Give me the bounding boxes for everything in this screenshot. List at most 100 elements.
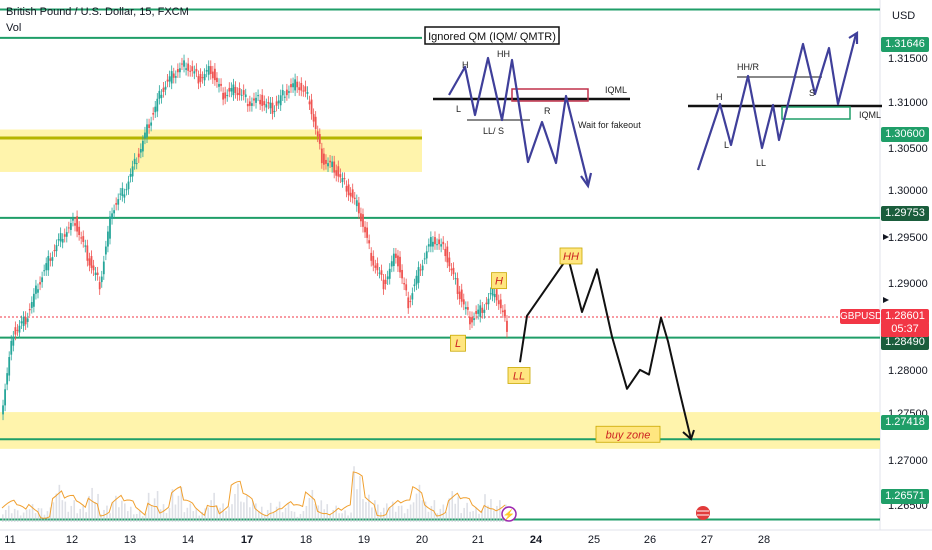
candle-body xyxy=(203,73,206,81)
candle-body xyxy=(96,272,99,275)
candle-body xyxy=(166,79,169,82)
volume-bar xyxy=(302,511,305,522)
volume-bar xyxy=(323,509,326,522)
candle-body xyxy=(296,81,299,88)
candle-body xyxy=(399,256,401,273)
candle-body xyxy=(394,253,397,258)
candle-body xyxy=(366,227,369,238)
volume-bar xyxy=(391,501,394,522)
candle-body xyxy=(209,66,212,74)
candle-body xyxy=(74,223,76,226)
qm-label: HH xyxy=(497,49,510,59)
candle-body xyxy=(238,88,241,95)
volume-bar xyxy=(394,511,397,522)
candle-body xyxy=(141,140,144,152)
volume-bar xyxy=(299,513,302,522)
volume-indicator-label[interactable]: Vol xyxy=(6,22,22,34)
x-tick-label: 18 xyxy=(300,534,312,546)
candle-body xyxy=(135,163,138,165)
candle-body xyxy=(224,92,227,99)
volume-bar xyxy=(34,513,37,522)
volume-bar xyxy=(305,505,308,522)
candle-body xyxy=(382,279,385,290)
volume-bar xyxy=(442,504,445,522)
currency-label[interactable]: USD xyxy=(892,10,916,22)
candle-body xyxy=(347,184,350,196)
candle-body xyxy=(506,320,508,332)
volume-group xyxy=(1,466,507,522)
candle-body xyxy=(205,70,208,72)
candle-body xyxy=(357,202,360,214)
candle-body xyxy=(242,90,245,95)
chart-title: British Pound / U.S. Dollar, 15, FXCM xyxy=(6,6,189,18)
candle-body xyxy=(170,71,173,84)
volume-bar xyxy=(174,504,177,522)
volume-bar xyxy=(278,501,281,522)
candle-body xyxy=(20,321,23,324)
volume-bar xyxy=(281,512,284,522)
volume-bar xyxy=(13,508,16,522)
candle-body xyxy=(133,158,136,165)
volume-bar xyxy=(257,511,260,522)
candle-body xyxy=(318,134,321,144)
volume-bar xyxy=(418,484,421,522)
candle-body xyxy=(222,92,225,100)
candle-body xyxy=(183,60,185,67)
candle-body xyxy=(471,317,473,323)
candle-body xyxy=(2,405,4,415)
level-badge: 1.27418 xyxy=(881,415,929,430)
candle-body xyxy=(154,106,157,113)
candle-body xyxy=(444,248,447,257)
volume-bar xyxy=(25,509,28,522)
candle-body xyxy=(419,269,422,271)
candle-body xyxy=(158,90,161,99)
volume-bar xyxy=(207,507,209,522)
candle-body xyxy=(353,197,356,199)
candle-body xyxy=(275,101,278,106)
candle-body xyxy=(146,124,148,138)
candle-body xyxy=(333,161,336,173)
candle-body xyxy=(181,63,183,65)
candle-body xyxy=(364,226,366,233)
volume-bar xyxy=(347,515,349,522)
candle-body xyxy=(187,63,190,71)
candle-body xyxy=(43,270,46,272)
candle-body xyxy=(368,240,371,244)
x-tick-label: 26 xyxy=(644,534,656,546)
annotation-label: HH xyxy=(563,251,579,263)
candle-body xyxy=(185,68,187,70)
candle-body xyxy=(273,110,276,112)
volume-bar xyxy=(171,489,174,522)
volume-bar xyxy=(85,512,87,522)
y-tick-label: 1.27000 xyxy=(888,455,928,467)
qm-label: LL/ S xyxy=(483,126,504,136)
candle-body xyxy=(6,373,9,385)
volume-bar xyxy=(457,496,459,522)
candle-body xyxy=(335,170,338,176)
symbol-tag: GBPUSD xyxy=(840,309,883,324)
volume-bar xyxy=(293,511,296,522)
volume-bar xyxy=(228,506,230,522)
volume-bar xyxy=(141,516,144,522)
volume-bar xyxy=(388,507,391,522)
candle-body xyxy=(267,101,270,104)
volume-bar xyxy=(28,509,31,522)
candle-body xyxy=(269,102,272,109)
candle-body xyxy=(479,305,482,317)
candle-body xyxy=(72,218,74,221)
volume-bar xyxy=(272,511,275,522)
candle-body xyxy=(150,122,153,126)
volume-bar xyxy=(195,509,198,522)
x-tick-label: 25 xyxy=(588,534,600,546)
candle-body xyxy=(113,210,116,214)
candle-body xyxy=(489,293,492,295)
candle-body xyxy=(70,223,72,230)
iqm-arrowhead xyxy=(848,31,859,44)
candle-body xyxy=(341,178,344,183)
volume-bar xyxy=(73,500,76,522)
volume-bar xyxy=(481,510,483,522)
y-tick-label: 1.30500 xyxy=(888,143,928,155)
candle-body xyxy=(409,301,412,303)
